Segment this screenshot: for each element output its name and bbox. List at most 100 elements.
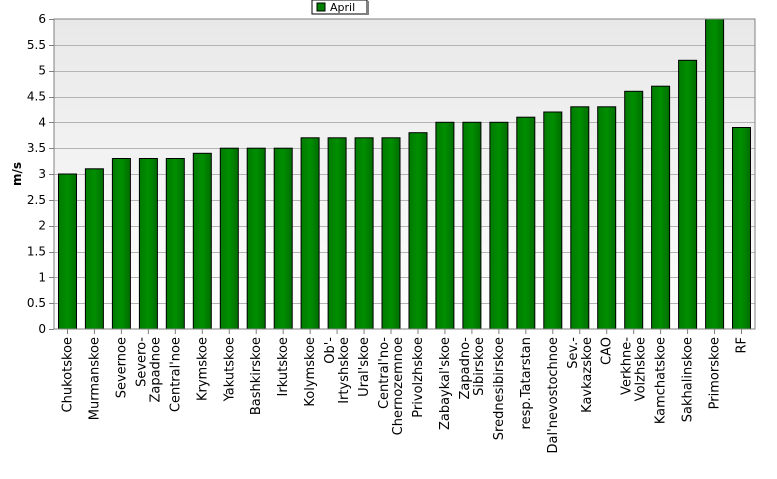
svg-text:Verkhne-: Verkhne- (620, 337, 635, 395)
x-tick-label: CAO (600, 337, 615, 365)
y-axis-ticks: 0 0.5 1 1.5 2 2.5 3 3.5 4 4.5 5 5.5 6 (27, 12, 54, 336)
y-tick-label: 5.5 (27, 38, 46, 52)
svg-text:Irtyshskoe: Irtyshskoe (337, 337, 352, 404)
svg-text:resp.Tatarstan: resp.Tatarstan (519, 337, 534, 429)
x-tick-label: Krymskoe (195, 337, 210, 401)
svg-text:Zapadnoe: Zapadnoe (148, 337, 163, 403)
y-tick-label: 6 (38, 12, 46, 26)
y-tick-label: 5 (38, 64, 46, 78)
svg-text:Sakhalinskoe: Sakhalinskoe (681, 337, 696, 422)
bar (705, 18, 725, 330)
svg-text:Bashkirskoe: Bashkirskoe (249, 337, 264, 415)
bar (408, 132, 428, 330)
svg-text:Srednesibirskoe: Srednesibirskoe (492, 337, 507, 440)
bar (570, 106, 590, 330)
x-tick-label: Primorskoe (708, 337, 723, 409)
x-tick-label: Irkutskoe (276, 337, 291, 396)
bar (192, 152, 212, 330)
svg-text:RF: RF (735, 337, 750, 354)
svg-text:Privolzhskoe: Privolzhskoe (411, 337, 426, 418)
svg-text:Dal'nevostochnoe: Dal'nevostochnoe (546, 337, 561, 453)
svg-text:Kamchatskoe: Kamchatskoe (654, 337, 669, 424)
svg-text:Central'noe: Central'noe (168, 337, 183, 412)
svg-text:Irkutskoe: Irkutskoe (276, 337, 291, 396)
x-tick-label: Kolymskoe (303, 337, 318, 407)
x-tick-label: resp.Tatarstan (519, 337, 534, 429)
bar (84, 168, 104, 330)
svg-text:Yakutskoe: Yakutskoe (222, 337, 237, 402)
x-tick-label: Sakhalinskoe (681, 337, 696, 422)
bar (651, 85, 671, 330)
svg-text:Murmanskoe: Murmanskoe (87, 337, 102, 420)
x-tick-label: Murmanskoe (87, 337, 102, 420)
bar (273, 147, 293, 330)
x-tick-label: Central'no- Chernozemnoe (377, 337, 406, 436)
x-axis-labels: Chukotskoe Murmanskoe Severnoe Severo- Zapad… (60, 329, 750, 453)
svg-text:Severnoe: Severnoe (114, 337, 129, 398)
x-tick-label: Bashkirskoe (249, 337, 264, 415)
svg-text:Ob'-: Ob'- (323, 337, 338, 364)
y-tick-label: 0 (38, 322, 46, 336)
svg-text:CAO: CAO (600, 337, 615, 365)
y-tick-label: 2.5 (27, 193, 46, 207)
bar (111, 158, 131, 330)
y-tick-label: 2 (38, 219, 46, 233)
x-tick-label: Sev.- Kavkazskoe (566, 337, 595, 413)
y-tick-label: 3 (38, 167, 46, 181)
svg-text:Kavkazskoe: Kavkazskoe (580, 337, 595, 413)
bar (138, 158, 158, 330)
y-tick-label: 1 (38, 270, 46, 284)
x-tick-label: Zapadno- Sibirskoe (458, 337, 487, 400)
bar (354, 137, 374, 330)
svg-text:Krymskoe: Krymskoe (195, 337, 210, 401)
y-tick-label: 4 (38, 115, 46, 129)
legend-swatch (316, 2, 326, 12)
bar (165, 158, 185, 330)
x-tick-label: Verkhne- Volzhskoe (620, 337, 649, 402)
bar (300, 137, 320, 330)
x-tick-label: Dal'nevostochnoe (546, 337, 561, 453)
svg-text:Primorskoe: Primorskoe (708, 337, 723, 409)
bar (597, 106, 617, 330)
bar (678, 59, 698, 330)
svg-text:Ural'skoe: Ural'skoe (357, 337, 372, 397)
y-tick-label: 4.5 (27, 90, 46, 104)
x-tick-label: Severo- Zapadnoe (134, 337, 163, 403)
bar (327, 137, 347, 330)
x-tick-label: Ural'skoe (357, 337, 372, 397)
x-tick-label: Chukotskoe (60, 337, 75, 412)
y-tick-label: 1.5 (27, 245, 46, 259)
svg-text:Kolymskoe: Kolymskoe (303, 337, 318, 407)
x-tick-label: Severnoe (114, 337, 129, 398)
y-tick-label: 0.5 (27, 296, 46, 310)
bar (462, 121, 482, 330)
bar (435, 121, 455, 330)
x-tick-label: Zabaykal'skoe (438, 337, 453, 430)
svg-text:Volzhskoe: Volzhskoe (634, 337, 649, 401)
x-tick-label: Srednesibirskoe (492, 337, 507, 440)
bar (246, 147, 266, 330)
x-tick-label: Kamchatskoe (654, 337, 669, 424)
bar (489, 121, 509, 330)
bar (732, 127, 751, 330)
svg-text:Central'no-: Central'no- (377, 337, 392, 409)
svg-text:Severo-: Severo- (134, 337, 149, 387)
bar (58, 173, 77, 330)
bars (58, 18, 751, 330)
x-tick-label: Privolzhskoe (411, 337, 426, 418)
svg-text:Sibirskoe: Sibirskoe (472, 337, 487, 396)
svg-text:Chernozemnoe: Chernozemnoe (391, 337, 406, 435)
y-tick-label: 3.5 (27, 141, 46, 155)
bar (219, 147, 239, 330)
y-axis-label: m/s (10, 162, 24, 186)
legend-label: April (330, 1, 355, 14)
svg-text:Sev.-: Sev.- (566, 337, 581, 369)
svg-text:Zapadno-: Zapadno- (458, 337, 473, 400)
plot-border (53, 18, 756, 330)
x-tick-label: Yakutskoe (222, 337, 237, 402)
x-tick-label: Ob'- Irtyshskoe (323, 337, 352, 404)
x-tick-label: RF (735, 337, 750, 354)
bar (543, 111, 563, 330)
bar (381, 137, 401, 330)
